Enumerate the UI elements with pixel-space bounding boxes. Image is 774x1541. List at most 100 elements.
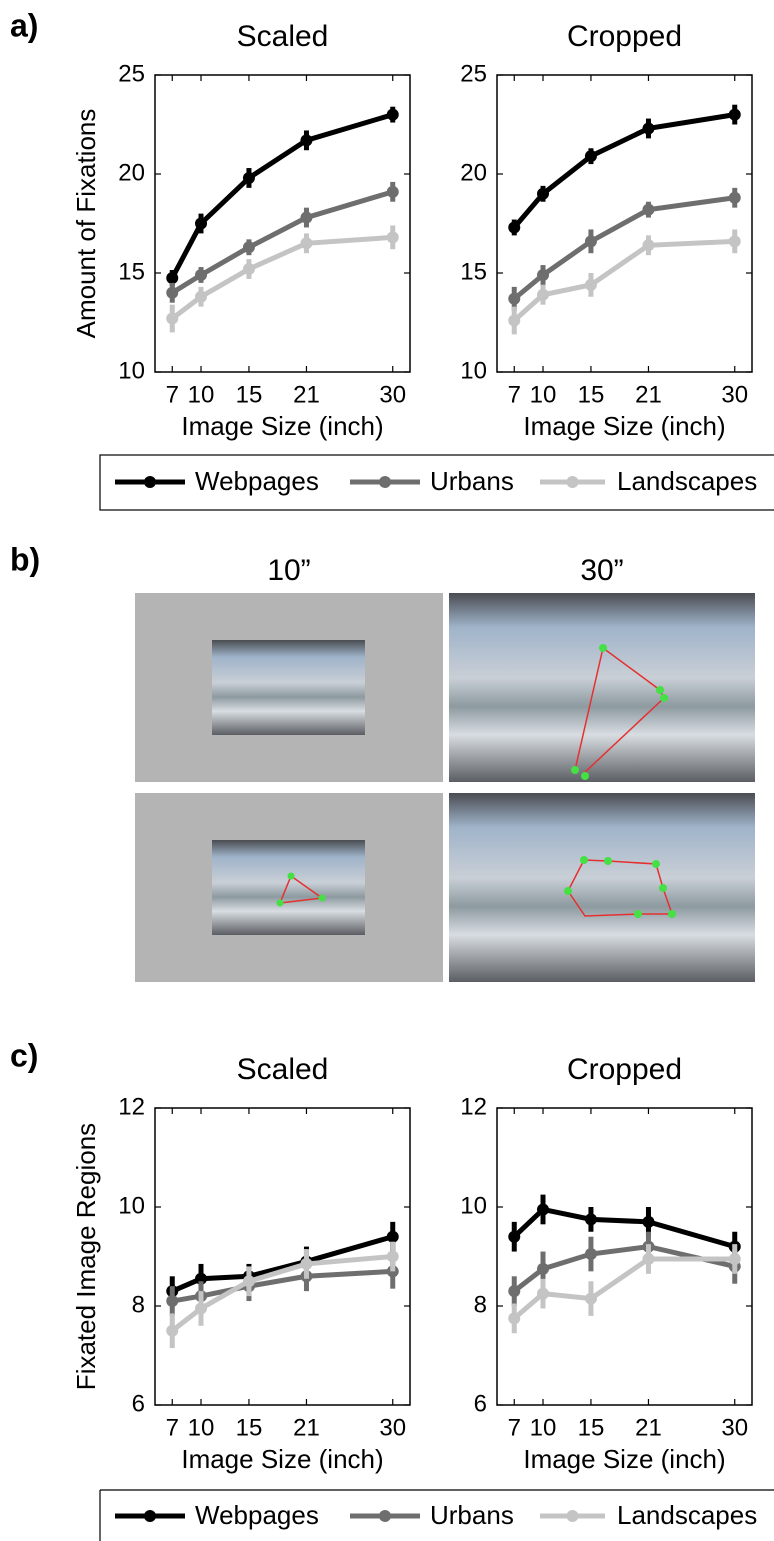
marker (195, 218, 207, 230)
marker (537, 1288, 549, 1300)
marker (195, 1302, 207, 1314)
y-axis-label: Fixated Image Regions (71, 1123, 101, 1390)
x-tick-label: 21 (293, 381, 320, 408)
marker (508, 1285, 520, 1297)
x-tick-label: 7 (166, 1414, 179, 1441)
x-tick-label: 30 (379, 1414, 406, 1441)
marker (729, 192, 741, 204)
marker (243, 1275, 255, 1287)
legend-label: Webpages (195, 1500, 319, 1530)
x-tick-label: 7 (508, 381, 521, 408)
panel-label: a) (10, 7, 38, 43)
marker (642, 1253, 654, 1265)
marker (166, 1295, 178, 1307)
marker (243, 263, 255, 275)
marker (642, 122, 654, 134)
marker (166, 272, 178, 284)
marker (537, 269, 549, 281)
legend-label: Urbans (430, 466, 514, 496)
marker (387, 186, 399, 198)
x-tick-label: 15 (236, 1414, 263, 1441)
marker (166, 1325, 178, 1337)
marker (729, 109, 741, 121)
legend-label: Urbans (430, 1500, 514, 1530)
legend-marker (567, 1510, 579, 1522)
legend-label: Landscapes (617, 466, 757, 496)
y-tick-label: 10 (118, 357, 145, 384)
photo (212, 840, 365, 935)
x-tick-label: 30 (721, 381, 748, 408)
marker (387, 1251, 399, 1263)
x-tick-label: 21 (635, 1414, 662, 1441)
y-tick-label: 8 (474, 1291, 487, 1318)
marker (585, 150, 597, 162)
legend-marker (144, 1510, 156, 1522)
marker (537, 1203, 549, 1215)
x-tick-label: 21 (635, 381, 662, 408)
chart-title: Cropped (567, 1053, 682, 1086)
x-axis-label: Image Size (inch) (181, 411, 383, 441)
marker (300, 134, 312, 146)
marker (508, 1312, 520, 1324)
marker (300, 1258, 312, 1270)
panel-label: c) (10, 1037, 38, 1073)
x-axis-label: Image Size (inch) (523, 1444, 725, 1474)
legend-marker (144, 476, 156, 488)
marker (642, 1216, 654, 1228)
marker (585, 235, 597, 247)
legend-marker (379, 1510, 391, 1522)
marker (300, 237, 312, 249)
marker (585, 279, 597, 291)
chart-title: Cropped (567, 20, 682, 53)
x-tick-label: 15 (578, 1414, 605, 1441)
y-tick-label: 12 (460, 1093, 487, 1120)
y-tick-label: 15 (118, 258, 145, 285)
chart-title: Scaled (237, 20, 329, 53)
marker (166, 287, 178, 299)
marker (508, 221, 520, 233)
legend-marker (567, 476, 579, 488)
x-tick-label: 21 (293, 1414, 320, 1441)
y-tick-label: 6 (474, 1390, 487, 1417)
marker (243, 241, 255, 253)
y-tick-label: 25 (460, 60, 487, 87)
x-axis-label: Image Size (inch) (181, 1444, 383, 1474)
y-tick-label: 20 (460, 159, 487, 186)
marker (508, 293, 520, 305)
image-label: 30” (580, 554, 623, 587)
x-tick-label: 30 (721, 1414, 748, 1441)
marker (166, 313, 178, 325)
y-tick-label: 10 (460, 1192, 487, 1219)
x-tick-label: 10 (530, 1414, 557, 1441)
photo (449, 793, 755, 982)
y-tick-label: 6 (132, 1390, 145, 1417)
marker (537, 289, 549, 301)
marker (300, 212, 312, 224)
chart-title: Scaled (237, 1053, 329, 1086)
marker (243, 172, 255, 184)
x-axis-label: Image Size (inch) (523, 411, 725, 441)
marker (729, 235, 741, 247)
x-tick-label: 10 (188, 1414, 215, 1441)
y-axis-label: Amount of Fixations (71, 109, 101, 339)
x-tick-label: 10 (530, 381, 557, 408)
marker (508, 1231, 520, 1243)
photo (212, 640, 365, 735)
x-tick-label: 30 (379, 381, 406, 408)
y-tick-label: 10 (118, 1192, 145, 1219)
y-tick-label: 15 (460, 258, 487, 285)
y-tick-label: 8 (132, 1291, 145, 1318)
marker (537, 1263, 549, 1275)
marker (585, 1248, 597, 1260)
marker (508, 315, 520, 327)
x-tick-label: 7 (508, 1414, 521, 1441)
image-panels (135, 308, 755, 983)
marker (195, 269, 207, 281)
legend-label: Landscapes (617, 1500, 757, 1530)
marker (387, 231, 399, 243)
legend-label: Webpages (195, 466, 319, 496)
image-label: 10” (267, 554, 310, 587)
panel-label: b) (10, 541, 40, 577)
y-tick-label: 20 (118, 159, 145, 186)
marker (585, 1293, 597, 1305)
